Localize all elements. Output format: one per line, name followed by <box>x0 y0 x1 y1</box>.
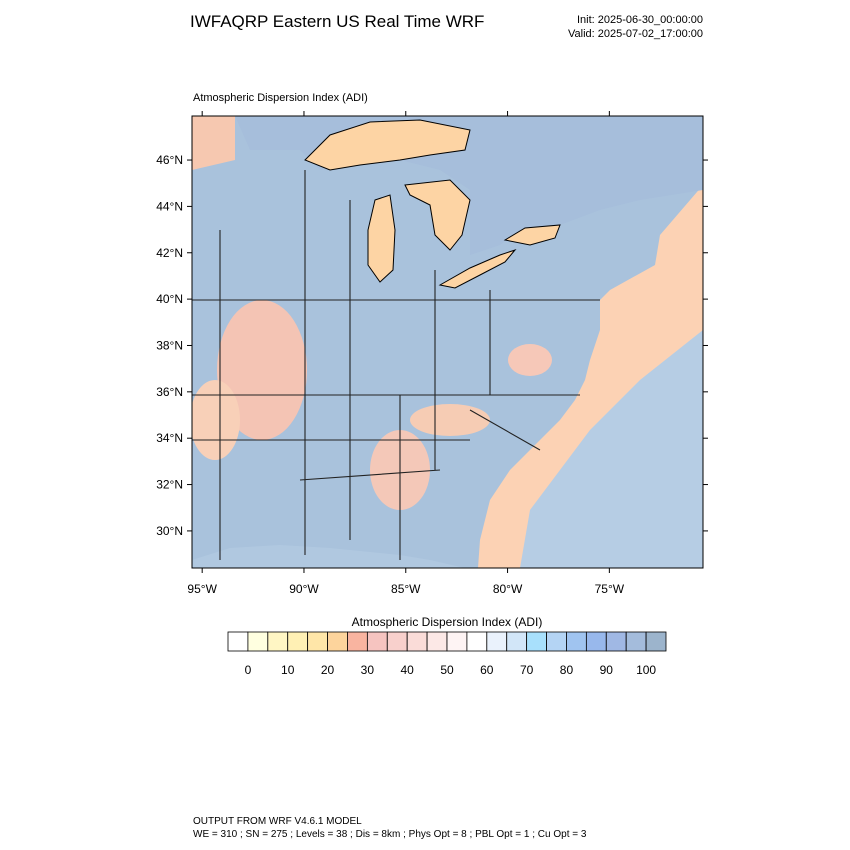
high-area <box>508 344 552 376</box>
footer-line: WE = 310 ; SN = 275 ; Levels = 38 ; Dis … <box>193 829 587 840</box>
lake-huron <box>404 179 471 251</box>
title: IWFAQRP Eastern US Real Time WRF <box>190 12 484 31</box>
y-tick-label: 40°N <box>156 292 183 306</box>
colorbar-box <box>585 631 607 652</box>
colorbar-tick-label: 20 <box>321 663 335 677</box>
y-tick-label: 38°N <box>156 338 183 352</box>
colorbar-tick-label: 0 <box>245 663 252 677</box>
colorbar-box <box>347 631 368 652</box>
x-tick-label: 90°W <box>289 582 319 596</box>
y-tick-label: 36°N <box>156 385 183 399</box>
y-tick-label: 30°N <box>156 524 183 538</box>
colorbar-box <box>645 631 667 652</box>
lake-erie <box>438 248 517 289</box>
y-tick-label: 46°N <box>156 153 183 167</box>
colorbar-box <box>625 631 647 652</box>
colorbar-box <box>566 631 587 652</box>
colorbar-tick-label: 40 <box>401 663 415 677</box>
high-area <box>217 300 307 440</box>
colorbar-box <box>466 631 488 652</box>
colorbar-tick-label: 50 <box>440 663 454 677</box>
footer-line: OUTPUT FROM WRF V4.6.1 MODEL <box>193 816 362 827</box>
colorbar-box <box>446 631 468 652</box>
colorbar-tick-label: 80 <box>560 663 574 677</box>
colorbar-box <box>426 631 448 652</box>
valid-time: Valid: 2025-07-02_17:00:00 <box>568 28 703 40</box>
lake-ontario <box>503 224 561 246</box>
lake-michigan <box>367 194 396 283</box>
gulf <box>192 545 465 568</box>
colorbar-box <box>486 631 508 652</box>
colorbar-box <box>287 631 309 652</box>
colorbar-tick-label: 60 <box>480 663 494 677</box>
colorbar-box <box>327 631 348 652</box>
colorbar-tick-label: 70 <box>520 663 534 677</box>
high-area <box>192 380 240 460</box>
y-tick-label: 34°N <box>156 431 183 445</box>
colorbar-tick-label: 10 <box>281 663 295 677</box>
colorbar-box <box>267 631 289 652</box>
colorbar-box <box>386 631 408 652</box>
colorbar-tick-label: 90 <box>600 663 614 677</box>
colorbar-box <box>506 631 528 652</box>
y-tick-label: 42°N <box>156 246 183 260</box>
colorbar-box <box>406 631 428 652</box>
map-frame <box>191 115 704 569</box>
ocean-far <box>520 330 703 568</box>
x-tick-label: 85°W <box>391 582 421 596</box>
init-time: Init: 2025-06-30_00:00:00 <box>577 14 703 26</box>
colorbar-box <box>605 631 627 652</box>
x-tick-label: 75°W <box>595 582 625 596</box>
y-tick-label: 32°N <box>156 478 183 492</box>
colorbar-tick-label: 30 <box>361 663 375 677</box>
x-tick-label: 95°W <box>187 582 217 596</box>
map <box>192 116 703 568</box>
state-borders <box>192 170 600 560</box>
colorbar-tick-label: 100 <box>636 663 656 677</box>
colorbar-box <box>307 631 328 652</box>
field-area <box>192 116 235 170</box>
colorbar-box <box>247 631 269 652</box>
colorbar-box <box>526 631 547 652</box>
high-area <box>410 404 490 436</box>
y-tick-label: 44°N <box>156 199 183 213</box>
colorbar-box <box>546 631 567 652</box>
map-label: Atmospheric Dispersion Index (ADI) <box>193 92 368 104</box>
colorbar-box <box>366 631 388 652</box>
colorbar-title: Atmospheric Dispersion Index (ADI) <box>352 615 543 629</box>
colorbar-box <box>227 631 249 652</box>
x-tick-label: 80°W <box>493 582 523 596</box>
lake-superior <box>304 119 471 171</box>
